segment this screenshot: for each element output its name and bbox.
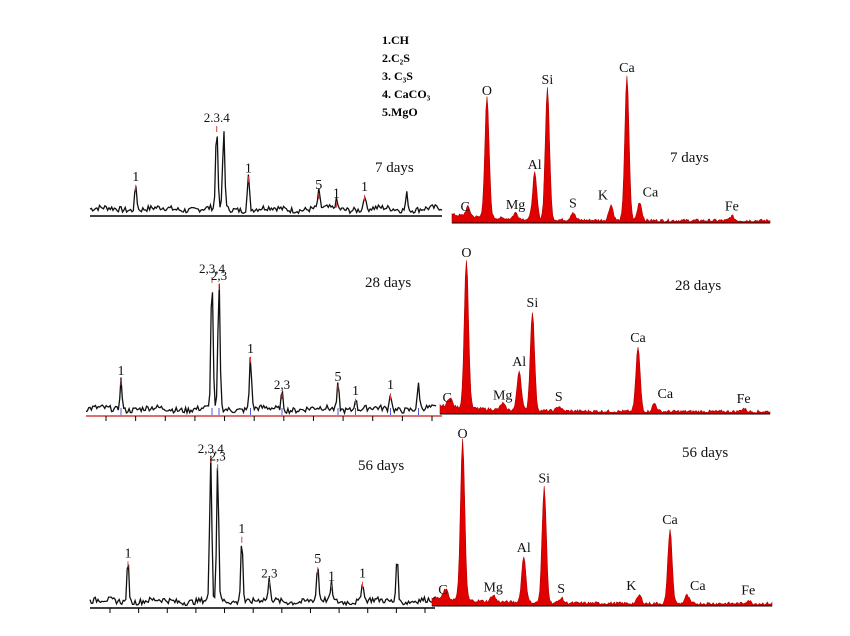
edx-element-label: Ca	[690, 579, 706, 594]
edx-spectrum	[439, 260, 771, 415]
edx-element-label: Ca	[658, 387, 674, 402]
edx-element-label: Mg	[493, 389, 512, 404]
legend-item: 4. CaCO₃	[382, 87, 431, 101]
edx-element-label: O	[482, 84, 492, 99]
age-label: 28 days	[675, 278, 721, 294]
edx-element-label: K	[598, 189, 608, 204]
xrd-peak-label: 2,3,4	[198, 441, 225, 456]
xrd-peak-label: 1	[118, 364, 125, 379]
edx-element-label: Fe	[741, 584, 755, 599]
edx-spectrum	[451, 75, 771, 224]
xrd-peak-label: 2,3	[210, 448, 226, 463]
edx-element-label: S	[555, 390, 563, 405]
edx-element-label: O	[458, 427, 468, 442]
edx-element-label: Fe	[725, 199, 739, 214]
edx-element-label: Si	[527, 296, 539, 311]
phase-legend: 1.CH 2.C₂S 3. C₃S 4. CaCO₃ 5.MgO	[382, 33, 431, 119]
xrd-peak-label: 1	[245, 161, 252, 176]
edx-element-label: S	[557, 582, 565, 597]
legend-item: 2.C₂S	[382, 51, 410, 65]
edx-element-label: C	[461, 200, 470, 215]
age-label: 7 days	[375, 160, 414, 176]
age-label: 7 days	[670, 150, 709, 166]
xrd-peak-label: 2,3,4	[199, 261, 226, 276]
edx-element-label: C	[438, 583, 447, 598]
xrd-peak-label: 1	[247, 342, 254, 357]
xrd-peak-label: 1	[132, 170, 139, 185]
legend-item: 3. C₃S	[382, 69, 413, 83]
xrd-peak-label: 1	[352, 384, 359, 399]
edx-element-label: Ca	[662, 513, 678, 528]
xrd-peak-label: 1	[359, 567, 366, 582]
edx-element-label: Ca	[619, 61, 635, 76]
edx-element-label: Mg	[483, 580, 502, 595]
edx-element-label: Fe	[737, 392, 751, 407]
edx-element-label: Al	[517, 541, 531, 556]
xrd-peak-label: 1	[124, 546, 131, 561]
xrd-peak-label: 1	[238, 522, 245, 537]
age-label: 56 days	[358, 458, 404, 474]
xrd-peak-label: 1	[361, 180, 368, 195]
edx-spectrum	[431, 438, 773, 607]
edx-element-label: Si	[542, 73, 554, 88]
age-label: 56 days	[682, 445, 728, 461]
edx-element-label: Al	[528, 158, 542, 173]
legend-item: 1.CH	[382, 33, 410, 47]
xrd-peak-label: 2,3	[261, 566, 277, 581]
xrd-trace	[85, 283, 437, 416]
edx-element-label: C	[443, 391, 452, 406]
edx-element-label: Ca	[630, 331, 646, 346]
xrd-peak-label: 2,3	[274, 377, 290, 392]
xrd-peak-label: 5	[314, 552, 321, 567]
age-label: 28 days	[365, 275, 411, 291]
edx-panel-4: 28 days C O Mg Al Si S Ca Ca Fe	[439, 246, 771, 415]
xrd-peak-label: 1	[387, 378, 394, 393]
edx-element-label: O	[461, 246, 471, 261]
xrd-peak-label: 1	[328, 570, 335, 585]
legend-item: 5.MgO	[382, 105, 418, 119]
edx-element-label: Al	[512, 355, 526, 370]
xrd-peak-label: 5	[335, 370, 342, 385]
edx-element-label: K	[626, 579, 636, 594]
edx-element-label: S	[569, 196, 577, 211]
xrd-trace	[89, 131, 443, 215]
xrd-peak-label: 2,3	[211, 268, 227, 283]
edx-element-label: Si	[538, 472, 550, 487]
xrd-peak-label: 5	[315, 178, 322, 193]
edx-element-label: Ca	[643, 186, 659, 201]
edx-panel-6: 56 days C O Mg Al Si S K Ca Ca Fe	[431, 427, 773, 607]
xrd-peak-label: 2.3.4	[204, 110, 231, 125]
edx-panel-2: 7 days C O Mg Al Si S K Ca Ca Fe	[451, 61, 771, 224]
edx-element-label: Mg	[506, 198, 525, 213]
xrd-peak-label: 1	[333, 187, 340, 202]
xrd-trace	[89, 455, 436, 607]
